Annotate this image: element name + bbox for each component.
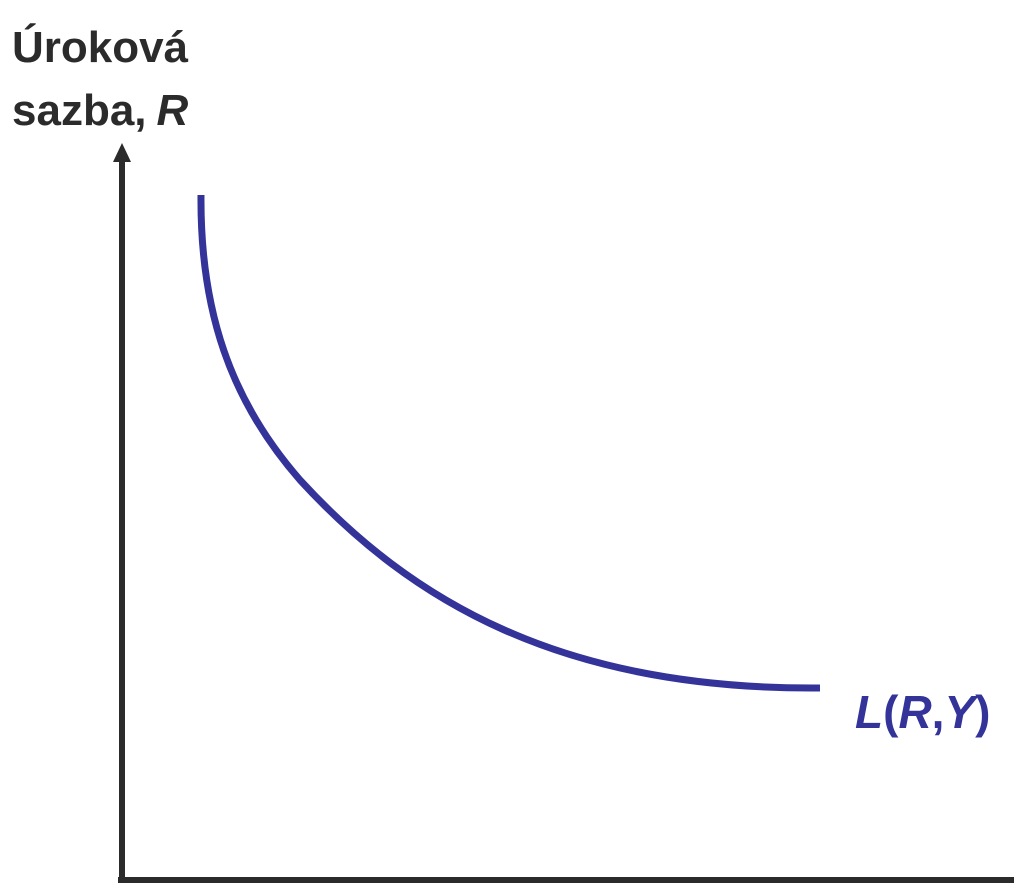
label-variable: R bbox=[157, 86, 189, 135]
curve-label-part: Y bbox=[944, 686, 979, 738]
curve-label-part: L bbox=[855, 686, 883, 738]
curve-label-part: ( bbox=[883, 686, 899, 738]
y-axis-arrow bbox=[113, 143, 131, 162]
label-text: sazba, bbox=[12, 86, 147, 135]
liquidity-curve bbox=[197, 194, 821, 692]
curve-label-part: , bbox=[932, 686, 945, 738]
y-axis-label-line2: sazba, R bbox=[12, 86, 189, 135]
curve-label-part: R bbox=[898, 686, 931, 738]
curve-label-part: ) bbox=[975, 686, 990, 738]
curve-label: L(R,Y) bbox=[855, 686, 990, 738]
y-axis-label-line1: Úroková bbox=[12, 22, 189, 72]
